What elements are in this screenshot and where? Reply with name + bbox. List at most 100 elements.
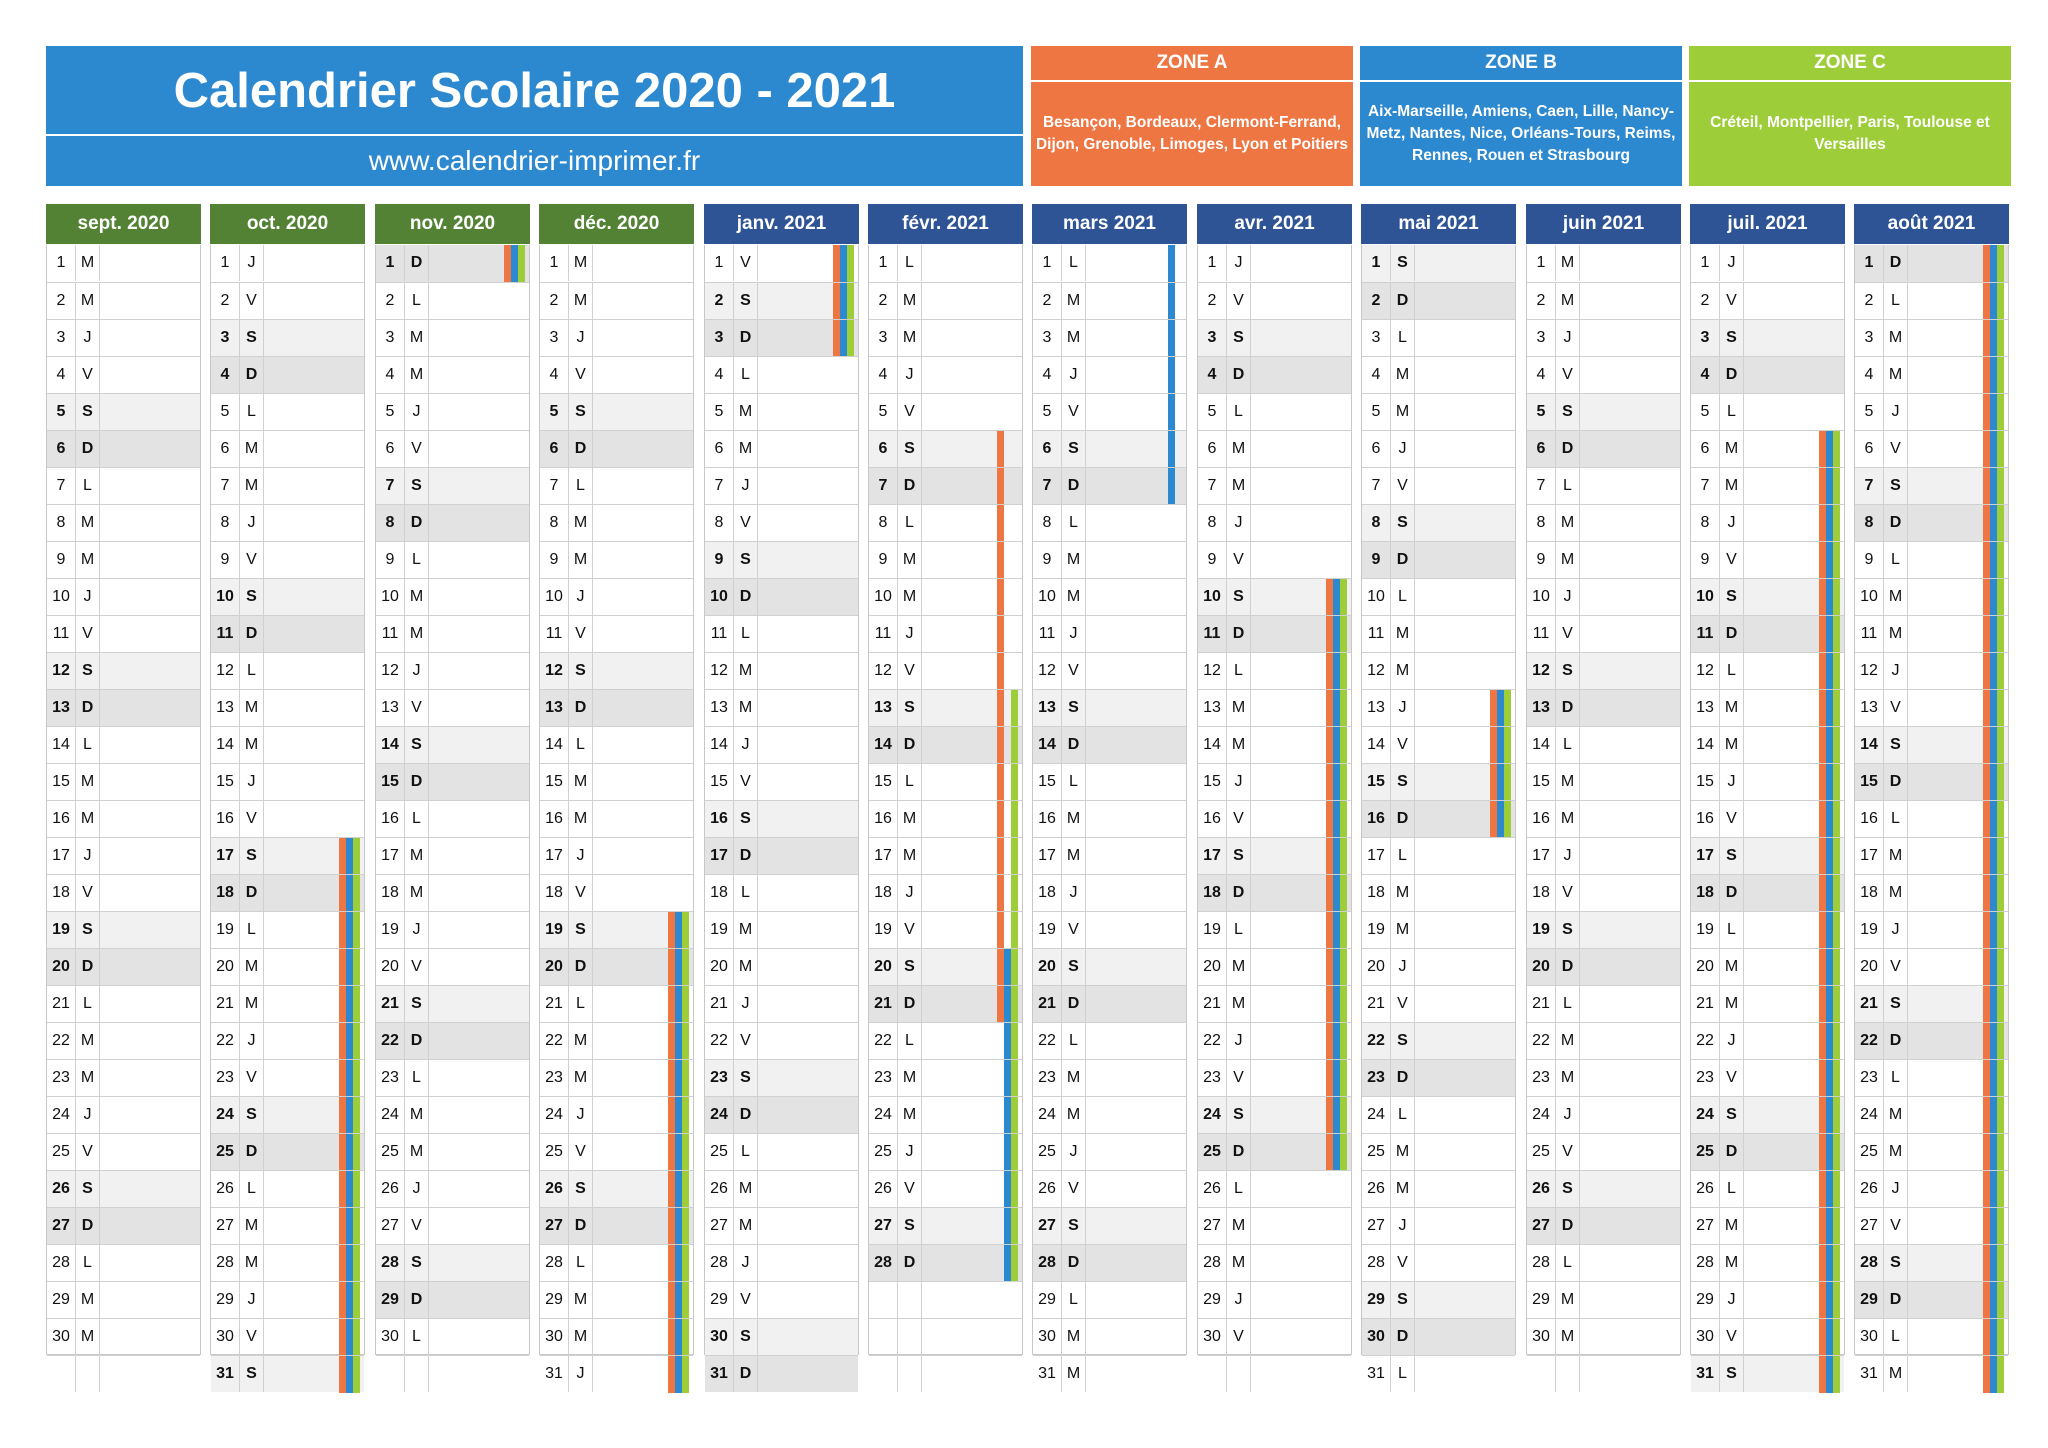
- day-number: 4: [540, 357, 569, 393]
- vacation-bar-zone-a: [1983, 431, 1990, 468]
- day-row: 11 M: [376, 615, 529, 652]
- day-number: 17: [376, 838, 405, 874]
- day-row: 21 M: [1691, 985, 1844, 1023]
- weekday-letter: D: [734, 838, 758, 874]
- day-number: 9: [1855, 542, 1884, 578]
- weekday-letter: J: [569, 1356, 593, 1392]
- vacation-bar-zone-c: [353, 1356, 360, 1393]
- vacation-bar-zone-c: [1340, 838, 1347, 875]
- day-row: 19 V: [1033, 911, 1186, 948]
- weekday-letter: L: [898, 1023, 922, 1059]
- day-number: 2: [1855, 283, 1884, 319]
- day-number: 15: [376, 764, 405, 800]
- day-row: 13 V: [1855, 689, 2008, 727]
- vacation-bar-zone-c: [847, 283, 854, 320]
- day-number: 13: [47, 690, 76, 726]
- vacation-bar-zone-b: [1004, 1171, 1011, 1208]
- weekday-letter: M: [1556, 764, 1580, 800]
- vacation-bar-zone-a: [1819, 727, 1826, 764]
- vacation-bar-zone-b: [1990, 653, 1997, 690]
- day-number: 4: [1198, 357, 1227, 393]
- weekday-letter: S: [1884, 986, 1908, 1022]
- day-number: 7: [47, 468, 76, 504]
- vacation-bar-zone-c: [1997, 245, 2004, 282]
- weekday-letter: D: [569, 690, 593, 726]
- day-row: 13 V: [376, 689, 529, 726]
- weekday-letter: M: [569, 1023, 593, 1059]
- vacation-bar-zone-b: [1826, 1023, 1833, 1060]
- day-row: 19 M: [1362, 911, 1515, 948]
- weekday-letter: L: [240, 394, 264, 430]
- day-number: 16: [1198, 801, 1227, 837]
- vacation-bar-zone-c: [1997, 690, 2004, 727]
- day-number: 8: [869, 505, 898, 541]
- weekday-letter: S: [1391, 245, 1415, 281]
- day-row: 27 D: [540, 1207, 693, 1245]
- vacation-bar-zone-c: [1833, 1282, 1840, 1319]
- vacation-bar-zone-c: [1340, 875, 1347, 912]
- weekday-letter: M: [898, 320, 922, 356]
- day-row: 23 M: [869, 1059, 1022, 1097]
- empty-day-row: [376, 1355, 529, 1392]
- weekday-letter: L: [1391, 579, 1415, 615]
- weekday-letter: V: [1556, 357, 1580, 393]
- vacation-bar-zone-a: [1983, 357, 1990, 394]
- day-row: 16 V: [1691, 800, 1844, 838]
- day-number: 29: [1198, 1282, 1227, 1318]
- vacation-bar-zone-c: [682, 1356, 689, 1393]
- vacation-bar-zone-c: [1833, 616, 1840, 653]
- weekday-letter: M: [76, 801, 100, 837]
- weekday-letter: S: [1556, 912, 1580, 948]
- day-number: [1527, 1356, 1556, 1392]
- day-number: 22: [705, 1023, 734, 1059]
- day-number: 5: [1198, 394, 1227, 430]
- weekday-letter: M: [405, 875, 429, 911]
- day-number: 20: [47, 949, 76, 985]
- day-number: 1: [1362, 245, 1391, 281]
- weekday-letter: L: [569, 986, 593, 1022]
- day-row: 25 D: [1691, 1133, 1844, 1171]
- zone-a-cities: Besançon, Bordeaux, Clermont-Ferrand, Di…: [1035, 114, 1349, 153]
- day-number: 5: [869, 394, 898, 430]
- weekday-letter: V: [1720, 1319, 1744, 1355]
- weekday-letter: L: [1062, 764, 1086, 800]
- website-url[interactable]: www.calendrier-imprimer.fr: [368, 145, 701, 176]
- day-number: 21: [1362, 986, 1391, 1022]
- day-row: 17 M: [869, 837, 1022, 875]
- vacation-bar-zone-b: [1990, 986, 1997, 1023]
- day-row: 23 D: [1362, 1059, 1515, 1096]
- vacation-bar-zone-b: [1826, 949, 1833, 986]
- day-row: 17 S: [211, 837, 364, 875]
- vacation-bar-zone-a: [668, 1134, 675, 1171]
- vacation-bar-zone-a: [339, 1245, 346, 1282]
- day-number: 1: [1033, 245, 1062, 281]
- weekday-letter: V: [240, 283, 264, 319]
- weekday-letter: V: [569, 1134, 593, 1170]
- weekday-letter: V: [405, 949, 429, 985]
- day-number: 17: [1527, 838, 1556, 874]
- vacation-bar-zone-a: [1326, 1134, 1333, 1171]
- weekday-letter: L: [1556, 468, 1580, 504]
- day-number: 7: [540, 468, 569, 504]
- day-row: 29 V: [705, 1281, 858, 1318]
- zone-b-legend: ZONE B Aix-Marseille, Amiens, Caen, Lill…: [1360, 46, 1682, 186]
- day-row: 17 L: [1362, 837, 1515, 874]
- vacation-bar-zone-b: [346, 1208, 353, 1245]
- weekday-letter: V: [1884, 1208, 1908, 1244]
- weekday-letter: L: [898, 245, 922, 281]
- day-number: 12: [47, 653, 76, 689]
- vacation-bar-zone-c: [1997, 283, 2004, 320]
- weekday-letter: J: [898, 1134, 922, 1170]
- day-number: 9: [1198, 542, 1227, 578]
- day-number: 16: [1362, 801, 1391, 837]
- vacation-bar-zone-b: [1826, 1060, 1833, 1097]
- day-number: 8: [1033, 505, 1062, 541]
- vacation-bar-zone-b: [840, 283, 847, 320]
- day-number: 30: [705, 1319, 734, 1355]
